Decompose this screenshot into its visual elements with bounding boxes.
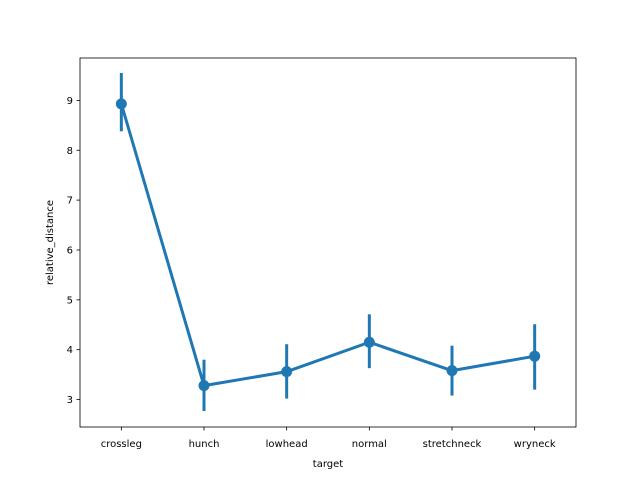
y-tick-label: 8 — [67, 146, 73, 157]
data-point-lowhead — [281, 366, 293, 378]
data-points — [115, 98, 541, 392]
y-axis-label: relative_distance — [45, 200, 56, 285]
y-axis: 3 4 5 6 7 8 9 — [67, 96, 80, 406]
x-tick-label-hunch: hunch — [189, 439, 220, 450]
y-tick-label: 7 — [67, 196, 73, 207]
data-point-normal — [363, 336, 375, 348]
x-tick-label-stretchneck: stretchneck — [423, 439, 482, 450]
plot-frame — [79, 57, 577, 428]
data-point-stretchneck — [446, 365, 458, 377]
plot-background — [80, 58, 576, 427]
data-point-crossleg — [115, 98, 127, 110]
y-tick-label: 3 — [67, 395, 73, 406]
x-axis-label: target — [313, 459, 343, 470]
x-axis: crossleg hunch lowhead normal stretchneck wry… — [101, 427, 556, 450]
series-line — [119, 102, 537, 388]
data-point-hunch — [198, 380, 210, 392]
x-tick-label-normal: normal — [352, 439, 387, 450]
data-point-wryneck — [529, 350, 541, 362]
y-tick-label: 4 — [67, 345, 73, 356]
y-tick-label: 6 — [67, 245, 73, 256]
y-tick-label: 5 — [67, 295, 73, 306]
y-tick-label: 9 — [67, 96, 73, 107]
x-tick-label-lowhead: lowhead — [266, 439, 308, 450]
x-tick-label-wryneck: wryneck — [514, 439, 556, 450]
x-tick-label-crossleg: crossleg — [101, 439, 142, 450]
